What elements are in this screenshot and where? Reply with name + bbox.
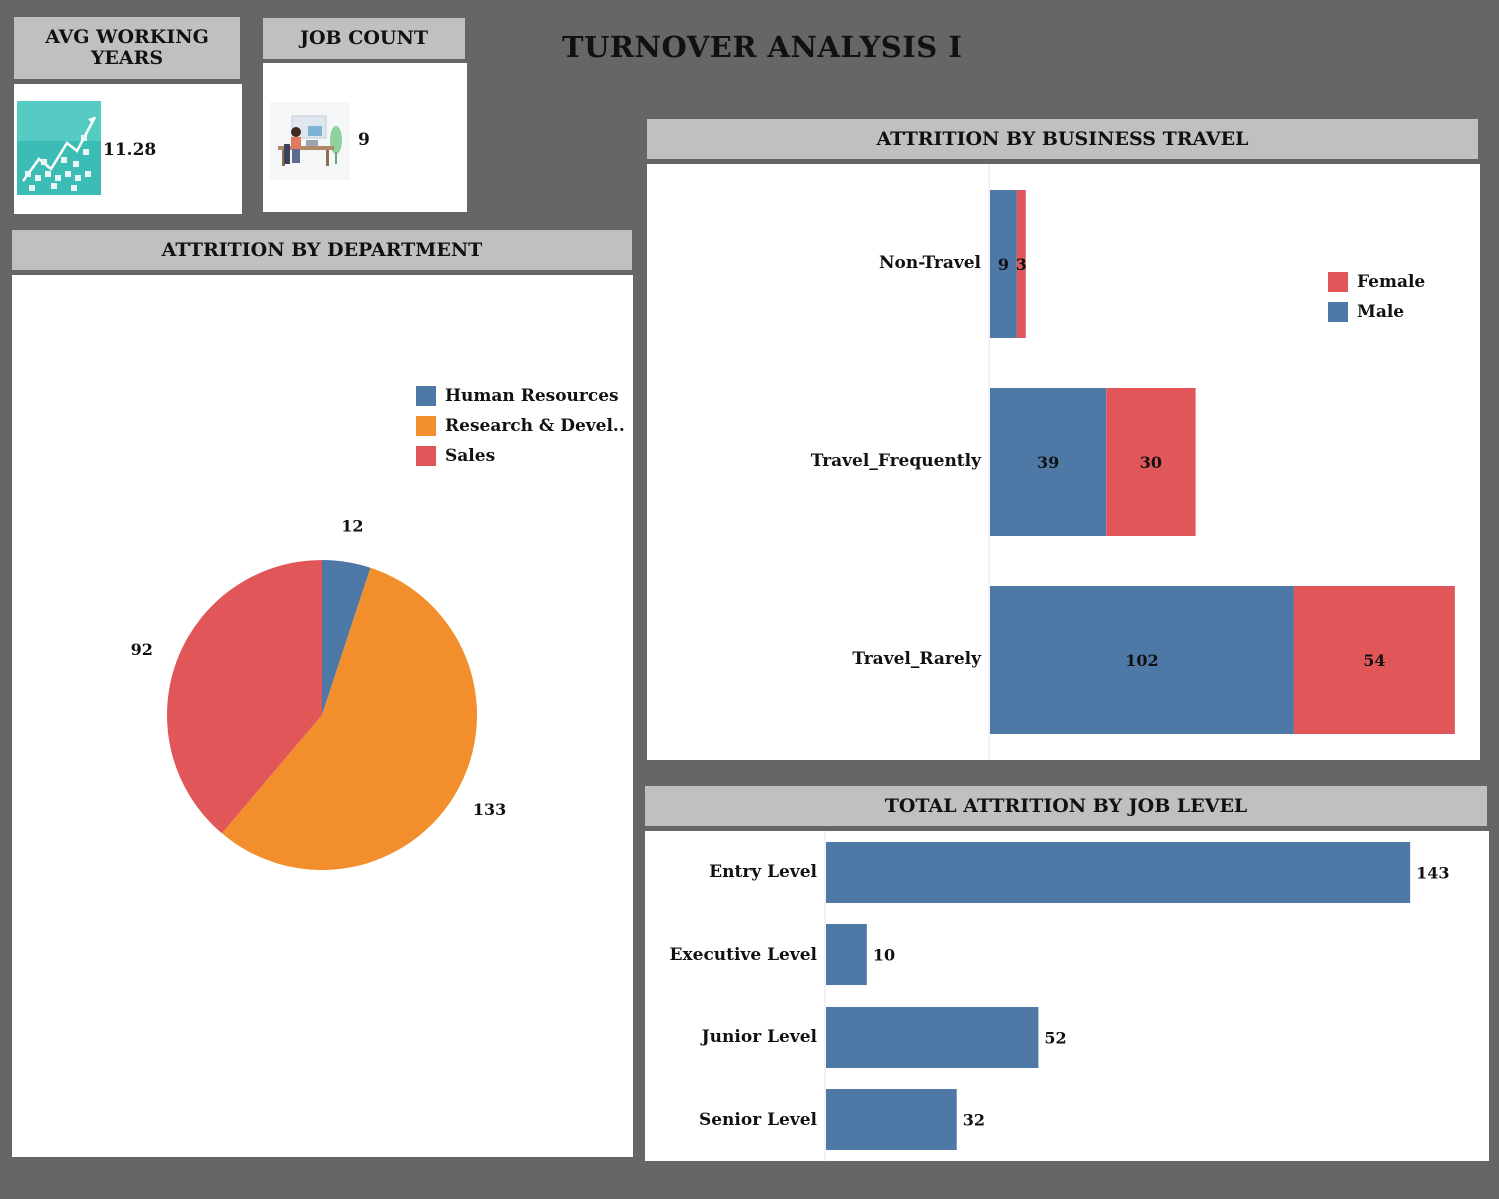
job-level-bar-executive-level[interactable] bbox=[826, 924, 867, 985]
pie-slice-research-devel[interactable] bbox=[221, 567, 478, 870]
legend-item-male[interactable]: Male bbox=[1328, 297, 1425, 327]
job-level-chart-header: TOTAL ATTRITION BY JOB LEVEL bbox=[645, 786, 1487, 826]
travel-data-label: 54 bbox=[1363, 651, 1385, 670]
growth-chart-icon bbox=[17, 101, 101, 195]
job-level-bar-junior-level[interactable] bbox=[826, 1007, 1039, 1068]
travel-bar-travel-frequently-female[interactable] bbox=[1106, 388, 1196, 536]
business-travel-bar-chart: 9 3 39 30 102 54 bbox=[988, 164, 1455, 760]
page-title: TURNOVER ANALYSIS I bbox=[562, 30, 963, 64]
legend-label: Research & Devel.. bbox=[445, 416, 625, 436]
department-chart-panel: 12 133 92 Human Resources Research & Devel… bbox=[12, 275, 633, 1157]
travel-data-label: 39 bbox=[1037, 453, 1059, 472]
kpi-avg-working-years-card: 11.28 bbox=[14, 84, 242, 214]
business-travel-chart-header: ATTRITION BY BUSINESS TRAVEL bbox=[647, 119, 1478, 159]
job-level-data-label: 52 bbox=[1044, 1029, 1066, 1048]
department-pie-chart: 12 133 92 bbox=[131, 516, 506, 870]
legend-item-female[interactable]: Female bbox=[1328, 267, 1425, 297]
travel-data-label: 102 bbox=[1125, 651, 1158, 670]
travel-data-label: 3 bbox=[1016, 255, 1027, 274]
business-travel-legend: Female Male bbox=[1328, 267, 1425, 327]
legend-swatch bbox=[416, 386, 436, 406]
job-level-category-label: Junior Level bbox=[701, 1027, 817, 1047]
pie-slice-human-resources[interactable] bbox=[322, 560, 371, 715]
legend-label: Human Resources bbox=[445, 386, 619, 406]
legend-item-human-resources[interactable]: Human Resources bbox=[416, 381, 625, 411]
travel-category-label: Travel_Frequently bbox=[810, 451, 981, 471]
job-level-chart-panel: Entry Level Executive Level Junior Level… bbox=[645, 831, 1489, 1161]
travel-data-label: 30 bbox=[1140, 453, 1162, 472]
travel-bar-travel-frequently-male[interactable] bbox=[990, 388, 1107, 536]
business-travel-chart-panel: Non-Travel Travel_Frequently Travel_Rare… bbox=[647, 164, 1480, 760]
department-legend: Human Resources Research & Devel.. Sales bbox=[416, 381, 625, 471]
kpi-job-count-header: JOB COUNT bbox=[263, 18, 465, 59]
travel-bar-travel-rarely-male[interactable] bbox=[990, 586, 1294, 734]
travel-category-label: Non-Travel bbox=[878, 253, 981, 273]
job-level-data-label: 143 bbox=[1416, 864, 1449, 883]
pie-data-label: 12 bbox=[341, 516, 363, 535]
legend-item-research-development[interactable]: Research & Devel.. bbox=[416, 411, 625, 441]
travel-category-label: Travel_Rarely bbox=[852, 649, 981, 669]
office-worker-icon bbox=[270, 102, 350, 180]
job-level-category-label: Executive Level bbox=[669, 945, 817, 965]
pie-slice-sales[interactable] bbox=[167, 560, 322, 834]
job-level-bar-entry-level[interactable] bbox=[826, 842, 1411, 903]
legend-swatch bbox=[416, 416, 436, 436]
job-level-category-label: Senior Level bbox=[698, 1110, 817, 1130]
kpi-avg-working-years-value: 11.28 bbox=[103, 140, 157, 160]
job-level-data-label: 10 bbox=[873, 946, 895, 965]
job-level-bar-chart: 143 10 52 32 bbox=[824, 831, 1450, 1161]
legend-swatch bbox=[416, 446, 436, 466]
job-level-category-label: Entry Level bbox=[709, 862, 817, 882]
travel-bar-non-travel-male[interactable] bbox=[990, 190, 1017, 338]
legend-label: Sales bbox=[445, 446, 496, 466]
kpi-avg-working-years-header: AVG WORKING YEARS bbox=[14, 17, 240, 79]
travel-bar-non-travel-female[interactable] bbox=[1016, 190, 1026, 338]
legend-label: Female bbox=[1357, 272, 1426, 292]
travel-data-label: 9 bbox=[998, 255, 1009, 274]
department-chart-header: ATTRITION BY DEPARTMENT bbox=[12, 230, 632, 270]
pie-data-label: 92 bbox=[131, 640, 153, 659]
pie-data-label: 133 bbox=[473, 800, 506, 819]
legend-label: Male bbox=[1357, 302, 1405, 322]
job-level-bar-senior-level[interactable] bbox=[826, 1089, 957, 1150]
kpi-job-count-value: 9 bbox=[358, 130, 370, 150]
legend-swatch bbox=[1328, 302, 1348, 322]
travel-bar-travel-rarely-female[interactable] bbox=[1293, 586, 1455, 734]
kpi-job-count-card: 9 bbox=[263, 63, 467, 212]
legend-item-sales[interactable]: Sales bbox=[416, 441, 625, 471]
legend-swatch bbox=[1328, 272, 1348, 292]
job-level-data-label: 32 bbox=[963, 1111, 985, 1130]
